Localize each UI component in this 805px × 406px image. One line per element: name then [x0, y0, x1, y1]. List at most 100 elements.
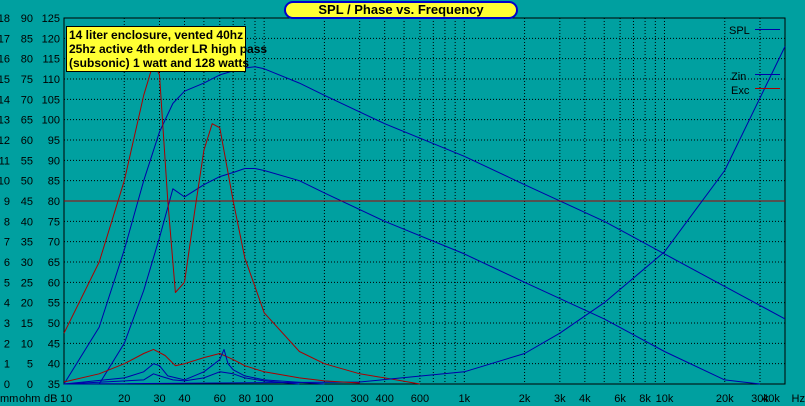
x-tick-label: 30	[153, 393, 165, 405]
y-tick-label-dB: 65	[48, 257, 60, 269]
series-line-2	[98, 168, 761, 385]
y-tick-label-mm: 2	[4, 338, 10, 350]
y-tick-label-mm: 7	[4, 237, 10, 249]
y-tick-label-mm: 11	[0, 155, 10, 167]
y-tick-label-mm: 4	[4, 298, 10, 310]
x-tick-label: 3k	[554, 393, 566, 405]
y-tick-label-dB: 100	[42, 115, 60, 127]
series-line-7	[63, 348, 325, 385]
y-tick-label-mm: 13	[0, 115, 10, 127]
y-tick-label-ohm: 5	[27, 359, 33, 371]
y-tick-label-ohm: 40	[21, 216, 33, 228]
x-tick-label: 200	[315, 393, 333, 405]
y-tick-label-dB: 105	[42, 94, 60, 106]
y-tick-label-mm: 15	[0, 74, 10, 86]
x-tick-label: 100	[255, 393, 273, 405]
x-tick-label: 400	[375, 393, 393, 405]
legend-line-zin	[755, 74, 780, 75]
y-tick-label-ohm: 45	[21, 196, 33, 208]
axis-unit-label: ohm	[19, 393, 40, 405]
x-tick-label: 20	[118, 393, 130, 405]
annotation-line-1: 14 liter enclosure, vented 40hz	[69, 28, 244, 42]
y-tick-label-dB: 90	[48, 155, 60, 167]
chart-title: SPL / Phase vs. Frequency	[284, 1, 518, 19]
axis-unit-label: mm	[0, 393, 18, 405]
y-tick-label-ohm: 80	[21, 54, 33, 66]
y-tick-label-dB: 60	[48, 277, 60, 289]
y-tick-label-ohm: 30	[21, 257, 33, 269]
x-tick-label: 40k	[762, 393, 780, 405]
legend-label-zin: Zin	[731, 71, 747, 83]
annotation-line-3: (subsonic) 1 watt and 128 watts	[69, 56, 250, 70]
y-tick-label-ohm: 90	[21, 13, 33, 25]
x-tick-label: 10	[60, 393, 72, 405]
y-tick-label-dB: 115	[42, 54, 60, 66]
series-line-1	[63, 66, 786, 385]
y-tick-label-mm: 8	[4, 216, 10, 228]
y-tick-label-ohm: 50	[21, 176, 33, 188]
annotation-line-2: 25hz active 4th order LR high pass	[69, 42, 268, 56]
y-tick-label-ohm: 60	[21, 135, 33, 147]
x-tick-label: 8k	[639, 393, 651, 405]
y-tick-label-dB: 55	[48, 298, 60, 310]
x-tick-label: 80	[239, 393, 251, 405]
y-tick-label-dB: 50	[48, 318, 60, 330]
x-tick-label: 40	[178, 393, 190, 405]
y-tick-label-ohm: 75	[21, 74, 33, 86]
y-tick-label-mm: 14	[0, 94, 10, 106]
legend-label-exc: Exc	[731, 85, 750, 97]
x-tick-label: 300	[350, 393, 368, 405]
y-tick-label-ohm: 0	[27, 379, 33, 391]
y-tick-label-mm: 3	[4, 318, 10, 330]
y-tick-label-ohm: 55	[21, 155, 33, 167]
y-tick-label-mm: 1	[4, 359, 10, 371]
series-line-8	[63, 371, 300, 385]
y-tick-label-ohm: 70	[21, 94, 33, 106]
y-tick-label-dB: 80	[48, 196, 60, 208]
x-tick-label: 4k	[579, 393, 591, 405]
y-tick-label-dB: 110	[42, 74, 60, 86]
y-tick-label-dB: 85	[48, 176, 60, 188]
x-tick-label: 2k	[519, 393, 531, 405]
series-line-5	[63, 46, 786, 385]
series-layer	[63, 46, 786, 385]
y-tick-label-dB: 75	[48, 216, 60, 228]
y-tick-label-mm: 9	[4, 196, 10, 208]
y-tick-label-dB: 95	[48, 135, 60, 147]
y-tick-label-dB: 125	[42, 13, 60, 25]
legend-line-spl	[755, 29, 780, 30]
y-tick-label-mm: 6	[4, 257, 10, 269]
y-tick-label-dB: 35	[48, 379, 60, 391]
series-line-3	[63, 62, 420, 385]
y-tick-label-mm: 0	[4, 379, 10, 391]
y-tick-label-dB: 40	[48, 359, 60, 371]
y-tick-label-ohm: 10	[21, 338, 33, 350]
x-tick-label: 20k	[716, 393, 734, 405]
x-tick-labels: mm ohm dB 10 20 30 40 60 80 100 200 300 400 600 1k 2k 3k…	[0, 393, 805, 405]
y-tick-label-dB: 70	[48, 237, 60, 249]
y-tick-label-mm: 18	[0, 13, 10, 25]
y-tick-label-ohm: 15	[21, 318, 33, 330]
x-tick-label: 30k	[751, 393, 769, 405]
x-tick-label: 6k	[614, 393, 626, 405]
y-tick-label-mm: 5	[4, 277, 10, 289]
y-tick-label-dB: 45	[48, 338, 60, 350]
y-tick-label-ohm: 35	[21, 237, 33, 249]
y-tick-label-mm: 10	[0, 176, 10, 188]
y-tick-labels: 0 0 351 5 402 10 453 15 504 20 555 25 606 30 657 35 708 4…	[0, 13, 60, 391]
y-tick-label-ohm: 20	[21, 298, 33, 310]
x-tick-label: 600	[411, 393, 429, 405]
y-tick-label-ohm: 65	[21, 115, 33, 127]
y-tick-label-dB: 120	[42, 33, 60, 45]
x-tick-label: 1k	[459, 393, 471, 405]
x-tick-label: 60	[214, 393, 226, 405]
y-tick-label-mm: 16	[0, 54, 10, 66]
y-tick-label-ohm: 25	[21, 277, 33, 289]
legend-label-spl: SPL	[729, 25, 750, 37]
legend-line-exc	[755, 88, 780, 89]
annotation-box: 14 liter enclosure, vented 40hz 25hz act…	[66, 26, 268, 72]
axis-unit-label: dB	[44, 393, 57, 405]
x-tick-label: 10k	[656, 393, 674, 405]
x-tick-label: Hz	[792, 393, 805, 405]
